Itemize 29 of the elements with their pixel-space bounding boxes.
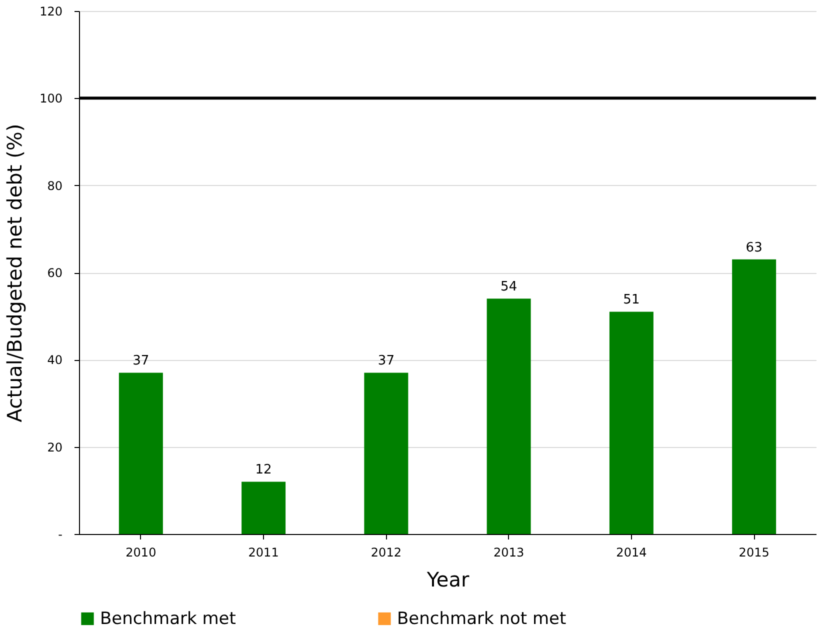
data-label: 12 (255, 462, 272, 478)
bar (609, 312, 654, 534)
y-axis-title: Actual/Budgeted net debt (%) (2, 124, 27, 422)
bar (732, 259, 776, 534)
data-label: 54 (500, 280, 518, 295)
bar (486, 298, 531, 534)
data-label: 51 (623, 292, 640, 308)
y-tick-label: 60 (47, 266, 62, 280)
x-tick-label: 2010 (126, 546, 156, 560)
data-label: 37 (378, 354, 394, 369)
x-tick-label: 2013 (494, 546, 524, 560)
legend-label: Benchmark not met (397, 608, 566, 629)
y-tick-label: 20 (47, 440, 62, 454)
x-tick-label: 2012 (370, 546, 402, 560)
bar (118, 372, 163, 534)
x-tick-label: 2014 (616, 546, 647, 560)
bar (242, 482, 286, 534)
y-tick-label: - (58, 528, 62, 542)
bar (364, 372, 408, 534)
x-tick-label: 2011 (248, 546, 279, 560)
data-label: 63 (746, 240, 762, 256)
y-tick-label: 100 (40, 92, 62, 106)
y-tick-label: 40 (47, 353, 62, 368)
legend-label: Benchmark met (100, 608, 236, 629)
y-tick-label: 120 (40, 4, 62, 18)
y-tick-label: 80 (47, 178, 62, 193)
x-axis-title: Year (426, 568, 470, 592)
data-label: 37 (132, 354, 150, 369)
x-tick-label: 2015 (738, 546, 770, 560)
